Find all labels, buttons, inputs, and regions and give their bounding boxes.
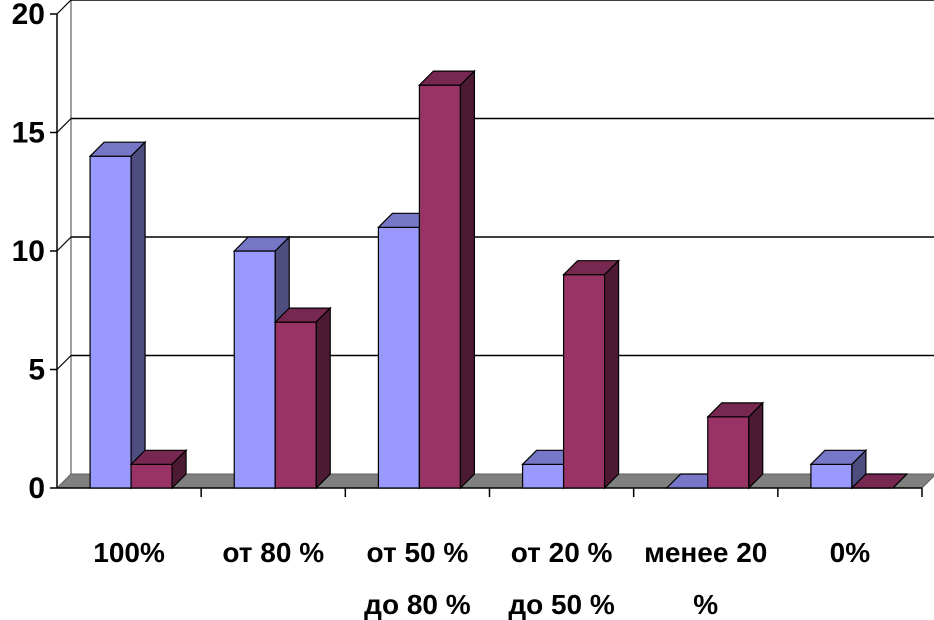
axes: [50, 13, 923, 497]
gridline-side: [56, 0, 72, 15]
x-tick-label: 100%: [93, 537, 165, 568]
bar-front-face: [233, 250, 276, 489]
x-tick-label: от 80 %: [222, 537, 324, 568]
bar: [88, 140, 147, 490]
x-tick-label: до 50 %: [508, 589, 615, 620]
bar-front-face: [707, 416, 750, 489]
bar-front-face: [274, 321, 317, 489]
bar-front-face: [377, 226, 421, 489]
bar-front-face: [562, 274, 606, 489]
bar-side-face: [748, 401, 764, 490]
y-tick-label: 15: [12, 117, 45, 150]
x-tick-label: до 80 %: [364, 589, 471, 620]
chart-floor: [55, 473, 934, 489]
bar-front-face: [418, 84, 462, 489]
bar-side-face: [171, 448, 187, 490]
y-tick-labels: 0 5 10 15 20: [12, 0, 45, 505]
bar-side-face: [130, 140, 146, 490]
gridlines: [56, 0, 934, 370]
y-tick-label: 5: [28, 354, 45, 387]
bars: [88, 69, 909, 490]
bar: [850, 473, 909, 489]
bar: [562, 259, 621, 490]
bar-front-face: [521, 463, 565, 489]
y-tick-label: 20: [12, 0, 45, 31]
x-tick-labels: 100% от 80 % от 50 % до 80 % от 20 % до 50 % м…: [93, 537, 870, 620]
bar: [706, 401, 765, 490]
bar-side-face: [603, 259, 620, 490]
bar-front-face: [810, 463, 853, 489]
bar: [417, 69, 476, 490]
bar-side-face: [459, 69, 476, 490]
x-tick-label: %: [693, 589, 718, 620]
x-tick-label: менее 20: [644, 537, 767, 568]
bar: [129, 448, 188, 490]
y-tick-label: 0: [28, 472, 45, 505]
x-tick-label: 0%: [830, 537, 871, 568]
floor-plane: [55, 473, 934, 489]
y-tick-label: 10: [12, 235, 45, 268]
bar: [273, 306, 332, 490]
gridline-side: [56, 355, 72, 370]
bar-front-face: [130, 463, 173, 489]
bar-front-face: [89, 155, 132, 489]
bar: [809, 448, 868, 490]
bar-side-face: [892, 473, 908, 489]
gridline-side: [56, 236, 72, 252]
gridline-side: [56, 118, 72, 133]
bar-side-face: [315, 306, 331, 490]
x-tick-label: от 20 %: [511, 537, 613, 568]
x-tick-label: от 50 %: [367, 537, 469, 568]
